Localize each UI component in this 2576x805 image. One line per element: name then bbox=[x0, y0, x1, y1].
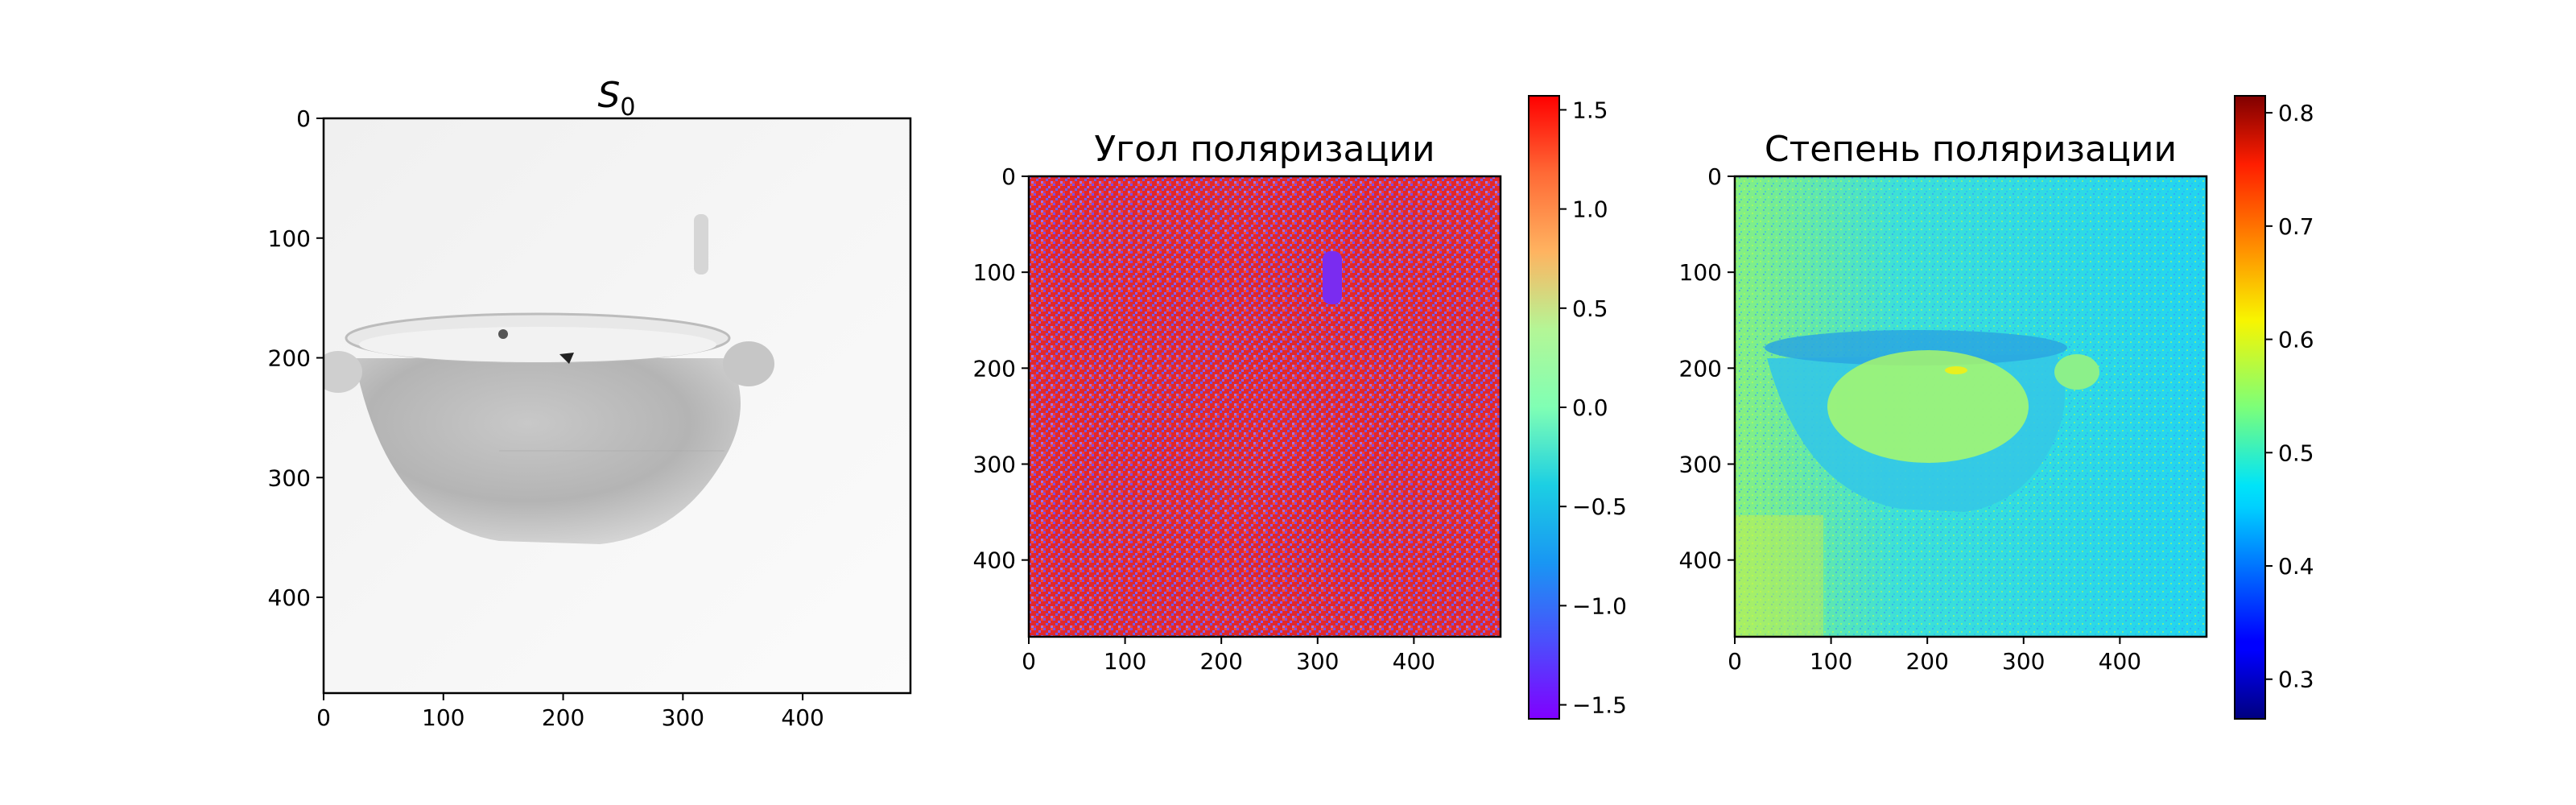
y-tick-label: 300 bbox=[973, 452, 1016, 478]
x-tick-label: 300 bbox=[2002, 648, 2045, 675]
aop-colorbar-ticks: 1.5 1.0 0.5 0.0 −0.5 −1.0 −1.5 bbox=[1559, 97, 1627, 719]
y-tick-label: 400 bbox=[973, 547, 1016, 574]
x-tick-label: 100 bbox=[1104, 648, 1146, 675]
x-tick-label: 300 bbox=[1296, 648, 1339, 675]
aop-stick-region bbox=[1323, 251, 1342, 304]
y-tick-label: 200 bbox=[973, 355, 1016, 382]
y-tick-label: 100 bbox=[973, 259, 1016, 286]
colorbar-tick-label: 0.5 bbox=[2278, 440, 2314, 466]
dop-title: Степень поляризации bbox=[1765, 129, 2177, 170]
y-tick-label: 200 bbox=[268, 345, 311, 372]
y-tick-label: 400 bbox=[268, 584, 311, 611]
x-tick-label: 0 bbox=[316, 704, 331, 731]
panel-s0: S0 0 100 200 300 400 0 100 200 300 400 bbox=[268, 75, 912, 731]
y-tick-label: 200 bbox=[1679, 355, 1722, 382]
panel-dop: Степень поляризации 0 100 200 300 400 0 100 200… bbox=[1679, 95, 2314, 720]
aop-title: Угол поляризации bbox=[1094, 129, 1435, 170]
y-tick-label: 400 bbox=[1679, 547, 1722, 574]
s0-bowl bbox=[354, 358, 741, 544]
s0-title: S0 bbox=[597, 75, 635, 122]
x-tick-label: 200 bbox=[1905, 648, 1948, 675]
y-tick-label: 300 bbox=[268, 464, 311, 491]
s0-bowl-handle-right bbox=[723, 341, 774, 386]
x-tick-label: 400 bbox=[1393, 648, 1435, 675]
y-tick-label: 100 bbox=[1679, 259, 1722, 286]
colorbar-tick-label: 0.0 bbox=[1572, 394, 1608, 421]
colorbar-tick-label: 0.6 bbox=[2278, 327, 2314, 353]
panel-aop: Угол поляризации 0 100 200 300 400 0 100 200 300… bbox=[973, 95, 1627, 720]
y-tick-label: 0 bbox=[296, 105, 311, 132]
s0-stick-shadow bbox=[694, 214, 708, 275]
dop-colorbar-ticks: 0.8 0.7 0.6 0.5 0.4 0.3 bbox=[2265, 100, 2314, 693]
x-tick-label: 100 bbox=[422, 704, 464, 731]
x-tick-label: 300 bbox=[662, 704, 704, 731]
colorbar-tick-label: 1.5 bbox=[1572, 97, 1608, 123]
colorbar-tick-label: 0.5 bbox=[1572, 295, 1608, 322]
colorbar-tick-label: −1.0 bbox=[1572, 592, 1627, 619]
colorbar-tick-label: 0.3 bbox=[2278, 667, 2314, 693]
x-tick-label: 400 bbox=[2099, 648, 2141, 675]
s0-image bbox=[324, 118, 910, 693]
y-tick-label: 300 bbox=[1679, 452, 1722, 478]
x-tick-label: 0 bbox=[1728, 648, 1742, 675]
x-tick-label: 200 bbox=[542, 704, 584, 731]
dop-colorbar bbox=[2234, 95, 2266, 720]
y-tick-label: 0 bbox=[1001, 163, 1016, 190]
y-tick-label: 100 bbox=[268, 225, 311, 252]
colorbar-tick-label: −0.5 bbox=[1572, 493, 1627, 520]
aop-image bbox=[1029, 176, 1501, 637]
colorbar-tick-label: 0.8 bbox=[2278, 100, 2314, 126]
x-tick-label: 100 bbox=[1810, 648, 1852, 675]
y-tick-label: 0 bbox=[1707, 163, 1722, 190]
colorbar-tick-label: −1.5 bbox=[1572, 692, 1627, 719]
dop-image bbox=[1735, 176, 2207, 637]
dop-axis-ticks: 0 100 200 300 400 0 100 200 300 400 bbox=[1679, 163, 2142, 675]
x-tick-label: 200 bbox=[1199, 648, 1242, 675]
s0-bowl-handle-left bbox=[324, 351, 362, 393]
colorbar-tick-label: 1.0 bbox=[1572, 196, 1608, 223]
s0-axis-ticks: 0 100 200 300 400 0 100 200 300 400 bbox=[268, 105, 824, 731]
aop-axis-ticks: 0 100 200 300 400 0 100 200 300 400 bbox=[973, 163, 1436, 675]
x-tick-label: 0 bbox=[1022, 648, 1036, 675]
dop-bowl-highlight bbox=[1827, 350, 2029, 463]
colorbar-tick-label: 0.4 bbox=[2278, 553, 2314, 580]
aop-colorbar bbox=[1528, 95, 1560, 720]
x-tick-label: 400 bbox=[781, 704, 824, 731]
colorbar-tick-label: 0.7 bbox=[2278, 213, 2314, 240]
